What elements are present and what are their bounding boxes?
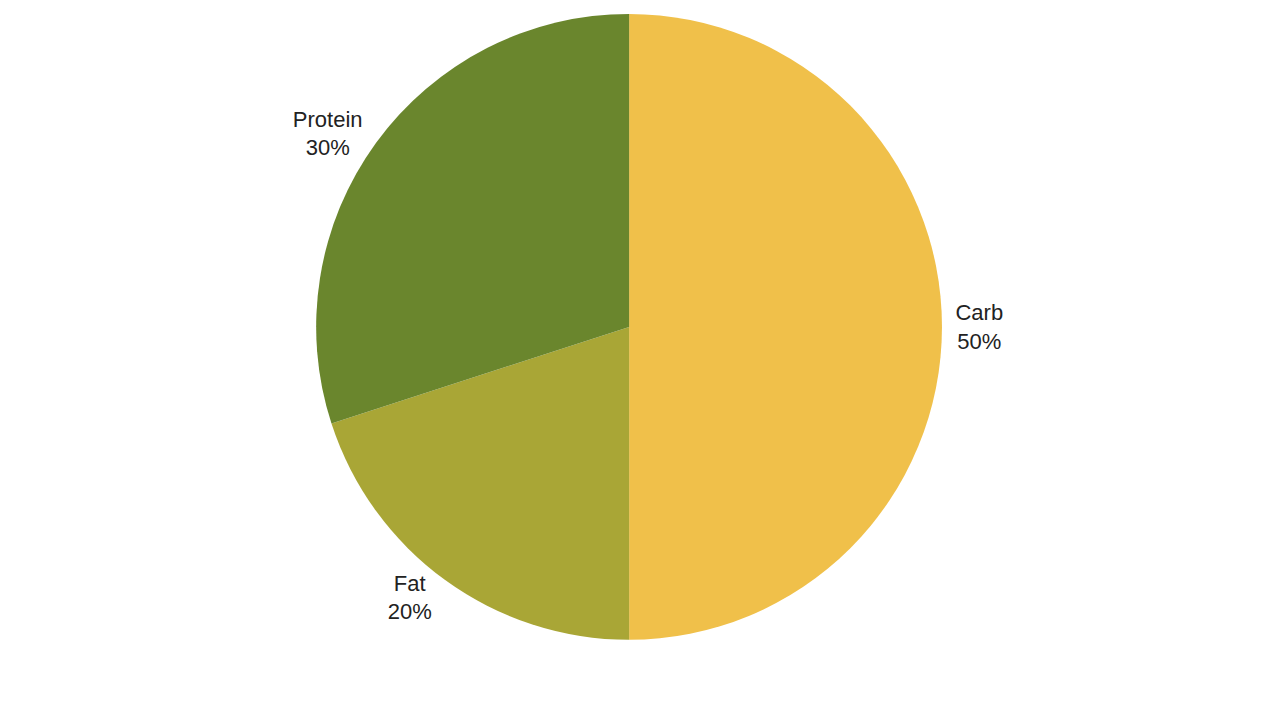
svg-text:Carb50%: Carb50% bbox=[955, 300, 1003, 354]
svg-text:Fat20%: Fat20% bbox=[388, 571, 432, 625]
svg-text:Protein30%: Protein30% bbox=[293, 107, 363, 161]
